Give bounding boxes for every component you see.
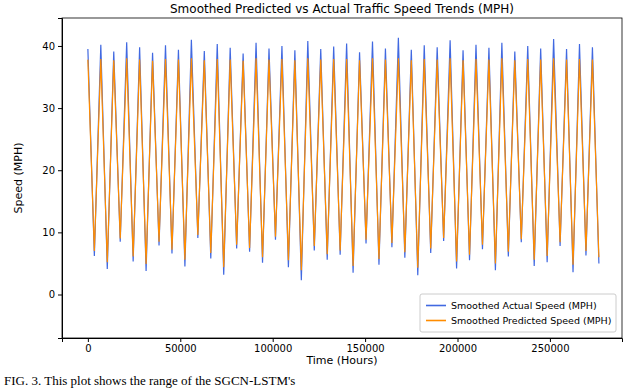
tick-mark	[58, 295, 62, 296]
tick: 10	[42, 227, 62, 238]
axis-line	[63, 339, 623, 343]
x-axis: 0 50000 100000 150000 200000 250000	[63, 338, 623, 354]
y-axis: 0 10 20 30 40	[42, 19, 62, 339]
tick: 50000	[165, 338, 197, 354]
tick-label: 250000	[531, 343, 569, 354]
chart: 0 50000 100000 150000 200000 250000 0 10 20 30 40 S…	[0, 0, 640, 392]
series-line	[88, 38, 599, 280]
tick-mark	[88, 338, 89, 342]
legend-label: Smoothed Predicted Speed (MPH)	[451, 315, 611, 326]
plot-frame	[62, 18, 622, 338]
tick-label: 100000	[254, 343, 292, 354]
tick-mark	[273, 338, 274, 342]
legend: Smoothed Actual Speed (MPH) Smoothed Pred…	[420, 294, 616, 332]
tick: 250000	[531, 338, 569, 354]
chart-title: Smoothed Predicted vs Actual Traffic Spe…	[170, 2, 514, 16]
tick: 0	[85, 338, 91, 354]
tick-label: 40	[42, 41, 55, 52]
axis-line	[58, 19, 63, 339]
plot-area	[88, 38, 599, 280]
tick-label: 0	[49, 289, 55, 300]
tick-label: 200000	[439, 343, 477, 354]
legend-box	[420, 294, 616, 332]
tick-mark	[58, 108, 62, 109]
tick: 150000	[347, 338, 385, 354]
tick-mark	[58, 170, 62, 171]
tick: 20	[42, 165, 62, 176]
legend-swatch	[426, 320, 446, 322]
tick-mark	[180, 338, 181, 342]
tick-label: 0	[85, 343, 91, 354]
tick-label: 150000	[347, 343, 385, 354]
tick-label: 50000	[165, 343, 197, 354]
legend-label: Smoothed Actual Speed (MPH)	[451, 300, 597, 311]
legend-swatch	[426, 305, 446, 307]
tick-mark	[58, 46, 62, 47]
series-line	[88, 58, 599, 270]
caption: FIG. 3. This plot shows the range of the…	[4, 373, 295, 388]
tick: 200000	[439, 338, 477, 354]
tick-mark	[58, 232, 62, 233]
tick-label: 30	[42, 103, 55, 114]
tick-label: 20	[42, 165, 55, 176]
tick: 100000	[254, 338, 292, 354]
tick-mark	[550, 338, 551, 342]
tick-mark	[458, 338, 459, 342]
tick-label: 10	[42, 227, 55, 238]
tick: 0	[49, 289, 62, 300]
tick: 30	[42, 103, 62, 114]
x-axis-title: Time (Hours)	[305, 354, 377, 367]
tick-mark	[365, 338, 366, 342]
y-axis-title: Speed (MPH)	[12, 143, 25, 214]
tick: 40	[42, 41, 62, 52]
